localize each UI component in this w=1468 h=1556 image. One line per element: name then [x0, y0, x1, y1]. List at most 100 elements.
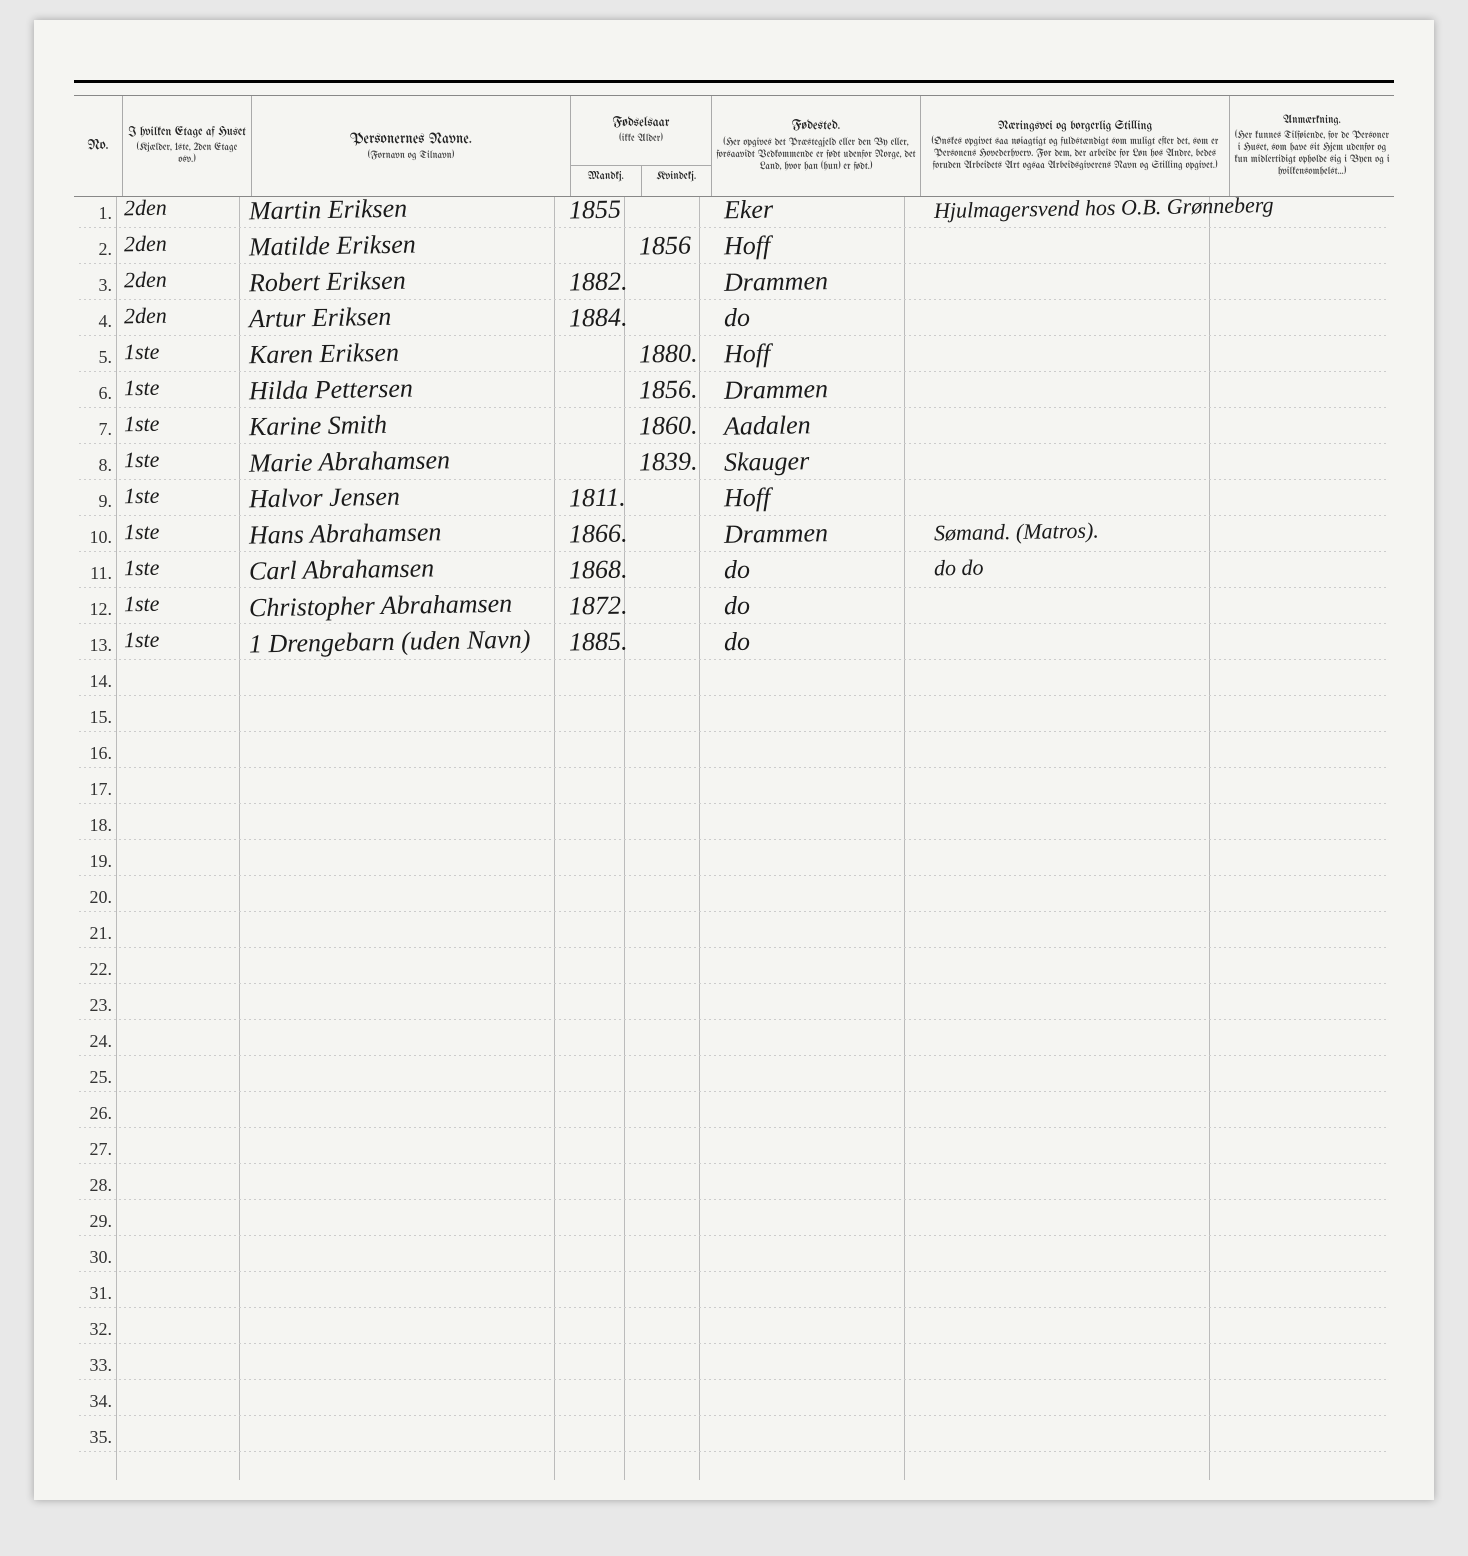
header-stilling: Næringsvei og borgerlig Stilling (Ønskes…	[921, 96, 1230, 196]
handwritten-entry: Karen Eriksen	[249, 338, 399, 371]
handwritten-entry: Hjulmagersvend hos O.B. Grønneberg	[934, 192, 1274, 224]
row-number: 5.	[74, 347, 112, 368]
row-baseline	[79, 227, 1389, 228]
row-baseline	[79, 371, 1389, 372]
row-number: 23.	[74, 995, 112, 1016]
table-body: 1.2denMartin Eriksen1855EkerHjulmagersve…	[74, 197, 1394, 1480]
row-number: 33.	[74, 1355, 112, 1376]
row-number: 27.	[74, 1139, 112, 1160]
row-baseline	[79, 263, 1389, 264]
row-baseline	[79, 407, 1389, 408]
handwritten-entry: do	[724, 303, 751, 333]
header-no: No.	[74, 96, 123, 196]
row-baseline	[79, 1127, 1389, 1128]
row-number: 34.	[74, 1391, 112, 1412]
row-number: 29.	[74, 1211, 112, 1232]
row-number: 22.	[74, 959, 112, 980]
row-baseline	[79, 1235, 1389, 1236]
handwritten-entry: do do	[934, 555, 984, 582]
handwritten-entry: 1ste	[124, 447, 160, 474]
row-number: 26.	[74, 1103, 112, 1124]
handwritten-entry: Halvor Jensen	[249, 482, 400, 515]
row-baseline	[79, 443, 1389, 444]
row-number: 30.	[74, 1247, 112, 1268]
row-baseline	[79, 623, 1389, 624]
handwritten-entry: Carl Abrahamsen	[249, 553, 435, 586]
row-baseline	[79, 587, 1389, 588]
top-rule	[74, 80, 1394, 83]
handwritten-entry: 1ste	[124, 519, 160, 546]
handwritten-entry: 1ste	[124, 339, 160, 366]
row-number: 11.	[74, 563, 112, 584]
row-baseline	[79, 659, 1389, 660]
handwritten-entry: 1885.	[569, 626, 628, 657]
handwritten-entry: 1856.	[639, 374, 698, 405]
row-baseline	[79, 731, 1389, 732]
row-baseline	[79, 695, 1389, 696]
handwritten-entry: Matilde Eriksen	[249, 230, 416, 263]
row-baseline	[79, 983, 1389, 984]
handwritten-entry: Marie Abrahamsen	[249, 445, 451, 479]
row-number: 17.	[74, 779, 112, 800]
row-baseline	[79, 1271, 1389, 1272]
row-baseline	[79, 1055, 1389, 1056]
handwritten-entry: Drammen	[724, 518, 829, 550]
handwritten-entry: 1ste	[124, 375, 160, 402]
row-baseline	[79, 515, 1389, 516]
row-number: 13.	[74, 635, 112, 656]
row-baseline	[79, 1019, 1389, 1020]
handwritten-entry: Karine Smith	[249, 410, 387, 442]
header-mandkj: Mandkj.	[571, 166, 642, 196]
row-baseline	[79, 911, 1389, 912]
handwritten-entry: 1882.	[569, 266, 628, 297]
handwritten-entry: Hoff	[724, 231, 771, 262]
row-number: 24.	[74, 1031, 112, 1052]
row-number: 10.	[74, 527, 112, 548]
handwritten-entry: 1ste	[124, 591, 160, 618]
handwritten-entry: Hoff	[724, 483, 771, 514]
handwritten-entry: 1ste	[124, 483, 160, 510]
header-anm: Anmærkning. (Her kunnes Tilføiende, for …	[1230, 96, 1394, 196]
row-number: 20.	[74, 887, 112, 908]
handwritten-entry: 2den	[124, 195, 167, 222]
row-number: 15.	[74, 707, 112, 728]
row-baseline	[79, 1091, 1389, 1092]
row-baseline	[79, 839, 1389, 840]
handwritten-entry: Drammen	[724, 266, 829, 298]
row-number: 9.	[74, 491, 112, 512]
handwritten-entry: Hans Abrahamsen	[249, 517, 442, 550]
row-number: 6.	[74, 383, 112, 404]
row-number: 12.	[74, 599, 112, 620]
header-etage: I hvilken Etage af Huset (Kjælder, 1ste,…	[123, 96, 252, 196]
handwritten-entry: 1ste	[124, 627, 160, 654]
row-baseline	[79, 1379, 1389, 1380]
handwritten-entry: 1860.	[639, 410, 698, 441]
handwritten-entry: 1ste	[124, 411, 160, 438]
handwritten-entry: 1856	[639, 231, 692, 262]
handwritten-entry: Hilda Pettersen	[249, 374, 413, 407]
header-kvindekj: Kvindekj.	[642, 166, 712, 196]
row-number: 25.	[74, 1067, 112, 1088]
row-number: 14.	[74, 671, 112, 692]
row-baseline	[79, 875, 1389, 876]
handwritten-entry: 1872.	[569, 590, 628, 621]
row-number: 32.	[74, 1319, 112, 1340]
row-number: 4.	[74, 311, 112, 332]
handwritten-entry: Christopher Abrahamsen	[249, 589, 513, 624]
table-header: No. I hvilken Etage af Huset (Kjælder, 1…	[74, 95, 1394, 197]
handwritten-entry: 2den	[124, 303, 167, 330]
row-number: 3.	[74, 275, 112, 296]
handwritten-entry: Robert Eriksen	[249, 266, 406, 299]
handwritten-entry: 1880.	[639, 338, 698, 369]
handwritten-entry: do	[724, 591, 751, 621]
row-number: 8.	[74, 455, 112, 476]
row-baseline	[79, 1307, 1389, 1308]
row-baseline	[79, 803, 1389, 804]
handwritten-entry: 1ste	[124, 555, 160, 582]
row-baseline	[79, 1415, 1389, 1416]
row-baseline	[79, 1199, 1389, 1200]
row-number: 28.	[74, 1175, 112, 1196]
header-navne: Personernes Navne. (Fornavn og Tilnavn)	[252, 96, 571, 196]
handwritten-entry: 2den	[124, 267, 167, 294]
handwritten-entry: do	[724, 627, 751, 657]
